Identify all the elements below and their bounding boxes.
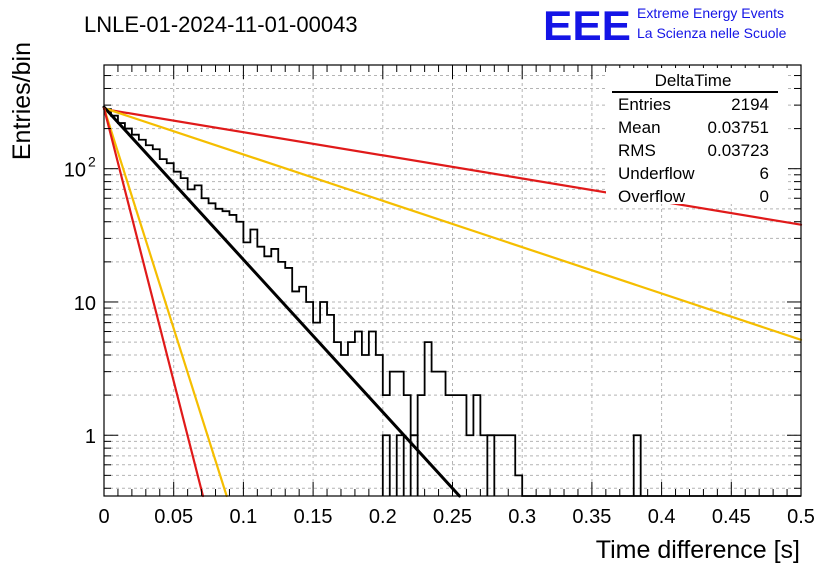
y-tick-label: 1 <box>85 426 96 448</box>
fit-curve-gold <box>102 106 228 498</box>
stats-value: 0.03723 <box>708 141 769 160</box>
run-title: LNLE-01-2024-11-01-00043 <box>84 12 358 37</box>
stats-box: DeltaTime Entries 2194 Mean 0.03751 RMS 0.037… <box>606 68 788 206</box>
x-tick-label: 0.4 <box>648 506 676 528</box>
x-tick-label: 0.15 <box>294 506 333 528</box>
x-tick-label: 0.3 <box>508 506 536 528</box>
x-tick-labels: 0 0.05 0.1 0.15 0.2 0.25 0.3 0.35 0.4 0.45 0.5 <box>98 506 814 528</box>
eee-logo: EEE <box>543 2 631 49</box>
x-tick-label: 0.35 <box>572 506 611 528</box>
y-tick-label: 10 <box>74 293 96 315</box>
x-tick-label: 0.2 <box>369 506 397 528</box>
x-axis-label: Time difference [s] <box>596 536 800 564</box>
fit-curve-black <box>102 105 461 498</box>
histogram-bin <box>409 434 419 496</box>
histogram-bin <box>381 434 391 496</box>
stats-label: Overflow <box>618 187 686 206</box>
org-line-2: La Scienza nelle Scuole <box>637 25 787 41</box>
fit-curve-gold <box>102 106 803 341</box>
fit-curve-red <box>102 108 803 226</box>
x-tick-label: 0.25 <box>433 506 472 528</box>
org-line-1: Extreme Energy Events <box>637 5 784 21</box>
y-tick-label: 10 <box>64 160 86 182</box>
histogram-bin <box>486 434 496 496</box>
histogram-bin <box>395 434 405 496</box>
stats-label: Mean <box>618 118 661 137</box>
stats-value: 0.03751 <box>708 118 769 137</box>
x-tick-label: 0.1 <box>229 506 257 528</box>
fit-curve-red <box>102 106 205 498</box>
stats-title: DeltaTime <box>655 71 732 90</box>
stats-value: 6 <box>760 164 769 183</box>
stats-label: Entries <box>618 95 671 114</box>
x-tick-label: 0.5 <box>787 506 815 528</box>
y-axis-label: Entries/bin <box>8 42 36 160</box>
x-tick-label: 0 <box>98 506 109 528</box>
stats-label: RMS <box>618 141 656 160</box>
y-tick-label-exponent: 2 <box>88 154 96 170</box>
x-tick-label: 0.45 <box>712 506 751 528</box>
stats-value: 2194 <box>731 95 769 114</box>
stats-value: 0 <box>760 187 769 206</box>
stats-label: Underflow <box>618 164 695 183</box>
stats-box-background <box>606 68 788 204</box>
stats-rows: Entries 2194 Mean 0.03751 RMS 0.03723 Underflo… <box>618 95 769 206</box>
x-tick-label: 0.05 <box>154 506 193 528</box>
fit-curves <box>102 105 803 498</box>
histogram-bin <box>632 434 642 496</box>
